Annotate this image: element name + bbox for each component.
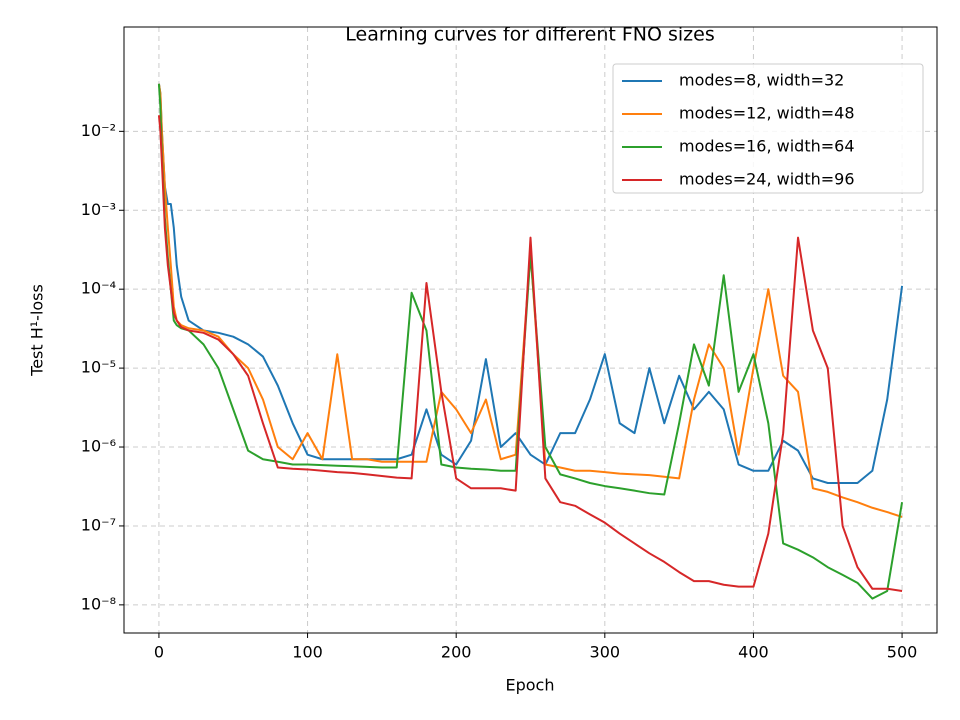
y-tick-label: 10⁻³ xyxy=(81,200,116,219)
y-tick-label: 10⁻⁴ xyxy=(81,279,116,298)
chart-title: Learning curves for different FNO sizes xyxy=(345,24,714,46)
x-tick-label: 400 xyxy=(738,643,769,662)
x-tick-label: 200 xyxy=(441,643,472,662)
axes-frame xyxy=(123,26,938,634)
series-line xyxy=(157,115,903,592)
y-tick-label: 10⁻⁶ xyxy=(81,437,116,456)
y-tick-label: 10⁻² xyxy=(81,121,116,140)
series-line xyxy=(157,83,903,518)
y-tick-label: 10⁻⁵ xyxy=(81,358,116,377)
legend-box xyxy=(612,63,924,194)
legend-label: modes=24, width=96 xyxy=(679,170,855,189)
x-tick-label: 0 xyxy=(154,643,164,662)
series-line xyxy=(157,83,904,485)
x-tick-label: 300 xyxy=(590,643,621,662)
y-axis-label: Test H¹-loss xyxy=(28,284,47,377)
legend-label: modes=8, width=32 xyxy=(679,71,844,90)
x-axis-label: Epoch xyxy=(506,676,555,695)
legend-label: modes=12, width=48 xyxy=(679,104,855,123)
x-tick-label: 100 xyxy=(292,643,323,662)
x-tick-label: 500 xyxy=(887,643,918,662)
legend-label: modes=16, width=64 xyxy=(679,137,855,156)
y-tick-label: 10⁻⁷ xyxy=(81,515,116,534)
y-tick-label: 10⁻⁸ xyxy=(81,594,116,613)
series-line xyxy=(157,83,904,600)
